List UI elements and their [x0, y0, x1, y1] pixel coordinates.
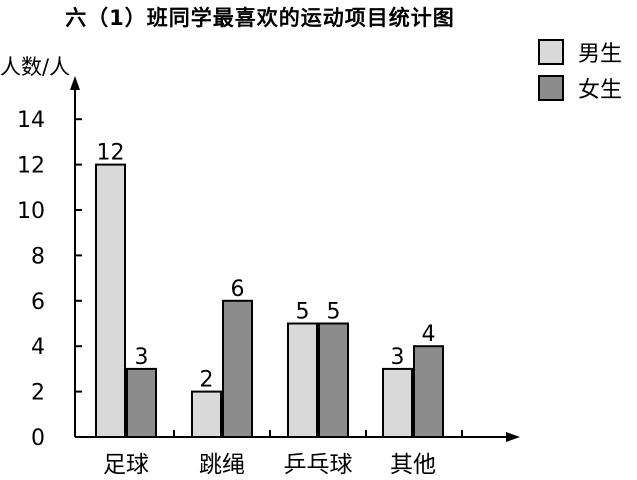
y-axis-label: 人数/人 — [0, 55, 70, 79]
y-tick-label: 10 — [17, 199, 45, 224]
bar — [95, 163, 126, 438]
legend-label-boys: 男生 — [578, 42, 623, 67]
bar — [191, 390, 222, 439]
bar-value-label: 4 — [422, 322, 436, 347]
x-tick-label: 足球 — [103, 452, 149, 478]
legend-label-girls: 女生 — [578, 78, 623, 103]
y-axis-arrow — [70, 76, 80, 90]
bar-value-label: 12 — [97, 141, 125, 166]
x-tick-label: 跳绳 — [199, 452, 245, 478]
y-tick-label: 4 — [31, 335, 45, 360]
legend-swatch-girls — [538, 75, 564, 101]
bar-value-label: 5 — [296, 300, 310, 325]
bar — [382, 367, 413, 438]
x-tick-label: 其他 — [390, 452, 436, 478]
y-tick-label: 2 — [31, 381, 45, 406]
chart-title: 六（1）班同学最喜欢的运动项目统计图 — [65, 6, 455, 30]
x-tick-label: 乒乓球 — [284, 452, 353, 478]
bar-value-label: 2 — [200, 368, 214, 393]
bar-value-label: 3 — [135, 345, 149, 370]
legend: 男生 女生 — [538, 34, 622, 106]
bar-value-label: 3 — [391, 345, 405, 370]
y-tick-label: 8 — [31, 244, 45, 269]
bar-value-label: 5 — [327, 300, 341, 325]
bar-value-label: 6 — [231, 277, 245, 302]
y-tick-label: 12 — [17, 154, 45, 179]
bar — [413, 345, 444, 439]
bar — [318, 322, 349, 438]
bar — [126, 367, 157, 438]
x-axis-arrow — [506, 432, 520, 442]
bar — [222, 299, 253, 438]
y-tick-label: 6 — [31, 290, 45, 315]
y-tick-label: 0 — [31, 426, 45, 451]
legend-swatch-boys — [538, 39, 564, 65]
legend-item-girls: 女生 — [538, 70, 622, 106]
y-tick-label: 14 — [17, 108, 45, 133]
bar — [287, 322, 318, 438]
legend-item-boys: 男生 — [538, 34, 622, 70]
